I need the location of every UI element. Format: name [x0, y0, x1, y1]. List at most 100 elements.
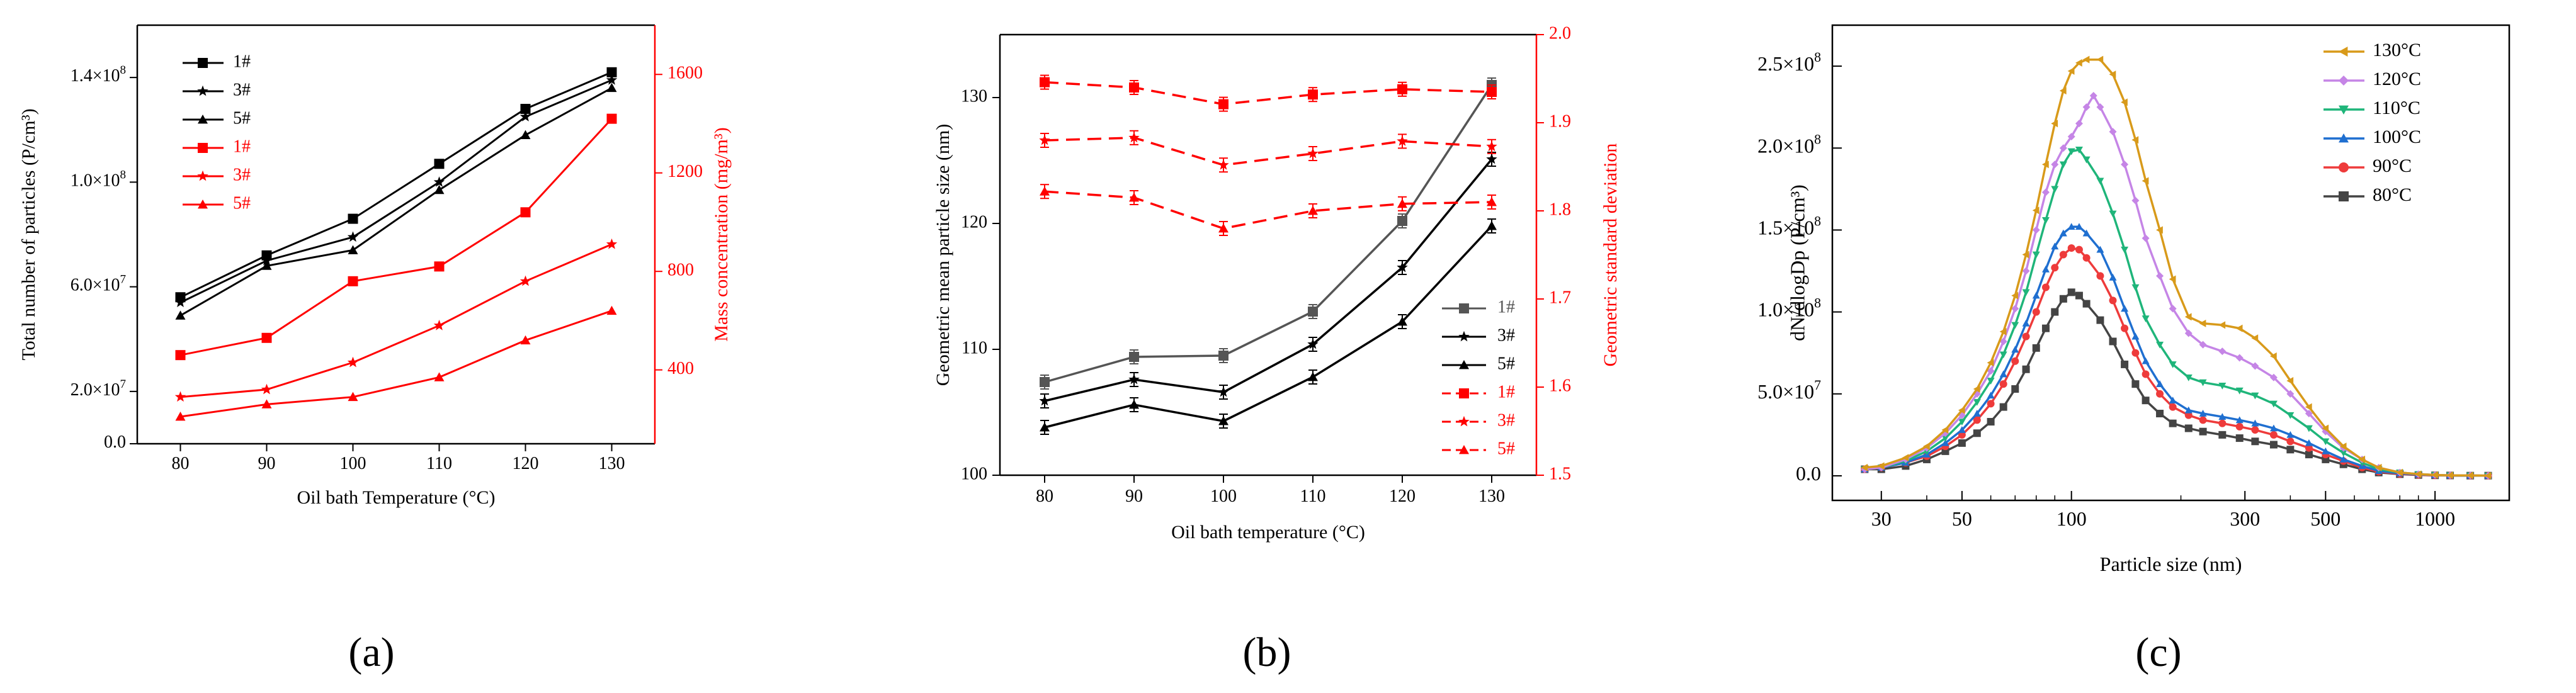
data-point [1987, 367, 1995, 375]
data-point [2051, 186, 2059, 193]
series-gsd-1 [1040, 74, 1497, 112]
data-point [2041, 324, 2050, 332]
data-point [434, 261, 445, 272]
data-point [2059, 295, 2067, 303]
x-tick-label: 80 [1036, 487, 1053, 506]
data-point [1877, 462, 1885, 470]
data-point [1308, 307, 1318, 317]
x-tick-label: 90 [258, 454, 276, 473]
data-point [2096, 316, 2104, 324]
data-point [606, 67, 617, 77]
data-point [1218, 386, 1229, 397]
data-point [2466, 471, 2473, 480]
legend-marker [2339, 47, 2348, 57]
data-point [2051, 161, 2059, 169]
data-point [2059, 251, 2067, 259]
data-point [1973, 429, 1981, 437]
data-point [2484, 471, 2492, 480]
data-point [2051, 264, 2059, 272]
series-line [179, 79, 613, 303]
data-point [2131, 136, 2139, 144]
x-tick-label: 300 [2230, 507, 2260, 530]
panel-c: 30 50 100 300 500 1000 0.0 5.0×107 1.0×108 1.5×10… [1757, 24, 2511, 675]
data-point [1487, 221, 1497, 230]
y-right-tick-label: 800 [667, 261, 694, 280]
data-point [2011, 346, 2019, 353]
data-point [434, 159, 445, 169]
data-point [2251, 426, 2259, 434]
data-point [2286, 390, 2295, 398]
x-tick-label: 100 [1210, 487, 1237, 506]
y-left-axis-title: Total number of particles (P/cm³) [18, 108, 39, 360]
data-point [2011, 291, 2019, 300]
data-point [1128, 132, 1140, 143]
series-line [1044, 137, 1492, 166]
y-left-tick-label: 1.0×108 [71, 168, 126, 191]
data-point [2322, 424, 2329, 432]
data-point [2199, 410, 2207, 417]
data-point [1487, 87, 1497, 97]
x-tick-label: 80 [172, 454, 190, 473]
data-point [2059, 144, 2067, 152]
data-point [2339, 455, 2347, 463]
data-point [2235, 324, 2243, 332]
legend-marker [197, 170, 208, 181]
series-line [1044, 190, 1492, 230]
data-point [2286, 437, 2295, 446]
data-point [2305, 410, 2313, 418]
legend: 1# 3# 5# 1# 3# 5# [1442, 297, 1515, 458]
y-tick-label: 0.0 [1796, 462, 1821, 485]
data-point [2199, 341, 2207, 349]
data-point [2169, 361, 2177, 368]
data-point [1397, 84, 1407, 94]
data-point [2269, 352, 2277, 360]
data-point [2199, 379, 2207, 386]
data-point [2235, 434, 2244, 442]
data-point [1218, 351, 1228, 361]
data-point [175, 310, 186, 320]
data-point [606, 74, 618, 85]
data-point [2011, 357, 2019, 365]
x-tick-label: 30 [1871, 507, 1892, 530]
legend-label: 120°C [2373, 69, 2421, 89]
data-point [2059, 161, 2067, 169]
data-point [1308, 206, 1318, 215]
y-tick-label: 1.5×108 [1757, 213, 1821, 239]
data-point [2089, 91, 2097, 99]
legend-marker [1459, 388, 1469, 398]
data-point [1307, 147, 1319, 159]
data-point [520, 130, 531, 139]
data-point [261, 383, 273, 395]
data-point [1218, 99, 1228, 110]
series-size-5 [1040, 218, 1497, 435]
data-point [519, 275, 531, 286]
y-axis-title: dN/dlogDp (P/cm³) [1786, 184, 1808, 341]
data-point [1958, 439, 1966, 447]
data-point [261, 261, 272, 270]
y-right-tick-label: 400 [667, 359, 694, 378]
data-point [519, 111, 531, 121]
series-line [180, 118, 613, 356]
x-axis-title: Particle size (nm) [2100, 553, 2242, 575]
data-point [1973, 410, 1981, 417]
data-point [2184, 424, 2193, 432]
data-point [2269, 441, 2278, 449]
data-point [606, 82, 617, 93]
legend-marker [198, 115, 208, 124]
data-point [2067, 67, 2075, 75]
y-left-tick-label: 0.0 [104, 432, 126, 452]
legend-marker [197, 85, 208, 96]
data-point [1486, 140, 1497, 152]
legend-label: 3# [1497, 325, 1515, 345]
data-point [2251, 362, 2259, 370]
data-point [520, 104, 531, 114]
series-130c [1861, 55, 2492, 480]
data-point [2022, 267, 2030, 275]
data-point [2096, 272, 2104, 280]
data-point [2251, 392, 2259, 400]
data-point [2096, 245, 2104, 253]
data-point [2022, 319, 2030, 327]
data-point [2067, 148, 2075, 155]
data-point [2109, 70, 2116, 79]
panel-a: 80 90 100 110 120 130 0.0 2.0×107 6.0×107 1.0×108… [18, 24, 732, 675]
